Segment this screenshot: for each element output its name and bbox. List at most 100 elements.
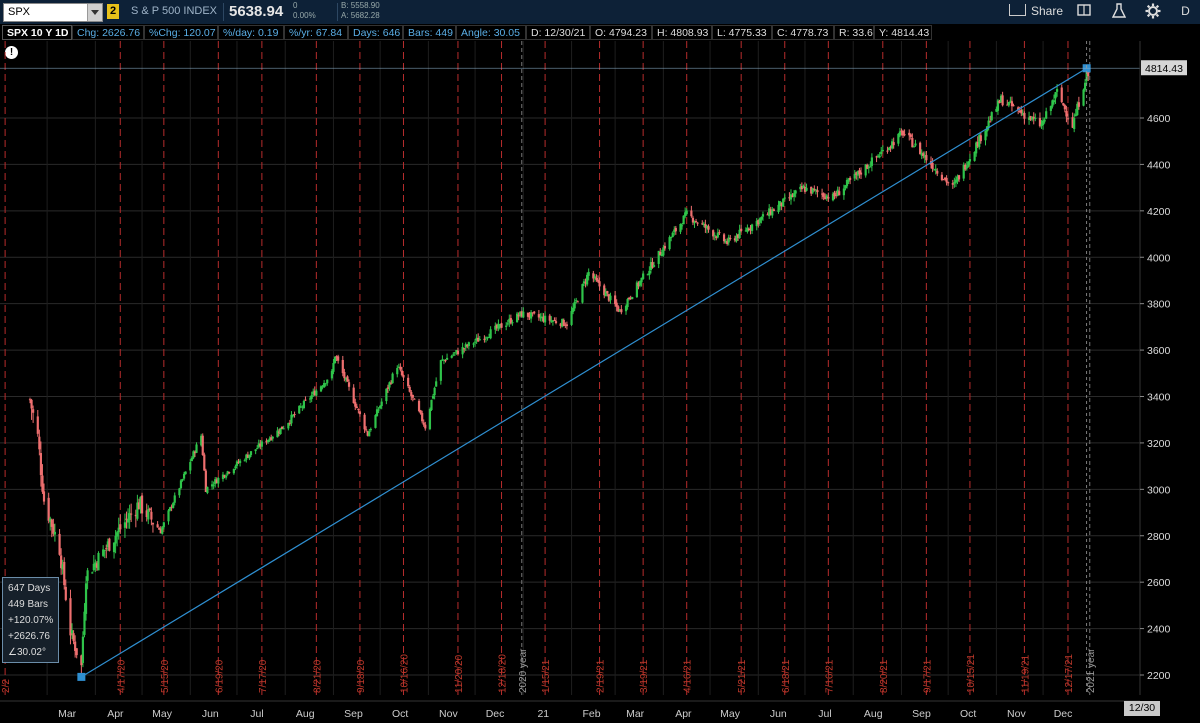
candle-body [803, 187, 807, 192]
candle-body [365, 429, 368, 431]
candle-body [204, 470, 207, 493]
candle-body [1083, 82, 1087, 90]
candle-body [91, 572, 94, 574]
candle-body [162, 522, 165, 528]
candle-body [649, 262, 653, 271]
candle-body [1060, 87, 1063, 103]
candle-body [631, 297, 634, 300]
chart-name[interactable]: SPX 10 Y 1D [2, 25, 72, 40]
candle-body [105, 548, 108, 550]
candle-body [702, 223, 705, 226]
candle-body [849, 177, 852, 180]
candle-body [576, 301, 579, 303]
candle-body [722, 234, 726, 242]
price-chart[interactable]: 2/2 4/17/20 5/15/20 6/19/20 7/17/20 8/21/20 9/… [0, 41, 1200, 723]
candle-body [1049, 106, 1052, 111]
candle-body [158, 528, 161, 530]
candle-body [214, 479, 217, 485]
candle-body [102, 549, 105, 556]
event-lines: 2/2 4/17/20 5/15/20 6/19/20 7/17/20 8/21/20 9/… [1, 41, 1097, 695]
candle-body [442, 359, 446, 361]
candle-body [727, 237, 730, 243]
info-percent-per-day: %/day: 0.19 [218, 25, 284, 40]
notebook-icon[interactable] [1076, 3, 1093, 20]
candle-body [224, 475, 228, 478]
candle-body [1006, 104, 1009, 106]
candle-body [47, 497, 50, 521]
candle-body [996, 100, 1000, 111]
x-tick-label: May [720, 708, 741, 720]
candle-body [178, 488, 181, 496]
candle-body [561, 318, 564, 327]
gear-icon[interactable] [1144, 3, 1161, 20]
chevron-down-icon[interactable] [87, 4, 102, 21]
link-group-badge[interactable]: 2 [107, 4, 119, 19]
candle-body [337, 356, 340, 361]
candle-body [646, 274, 649, 276]
candle-body [680, 225, 684, 227]
candle-body [760, 217, 763, 220]
candle-body [75, 648, 78, 656]
candle-body [886, 150, 889, 152]
candle-body [268, 438, 271, 442]
candle-body [674, 227, 677, 232]
candle-body [128, 513, 131, 521]
candle-body [858, 170, 861, 175]
candle-body [505, 325, 508, 327]
candle-body [123, 522, 127, 528]
event-label: 7/16/21 [824, 659, 835, 693]
x-tick-label: Apr [675, 708, 692, 720]
candle-body [769, 209, 772, 215]
symbol-input[interactable]: SPX [3, 3, 103, 22]
candle-body [375, 409, 379, 417]
candle-body [716, 232, 719, 238]
candle-body [487, 336, 491, 338]
candle-body [1021, 113, 1024, 115]
x-tick-label: Mar [626, 708, 645, 720]
candle-body [609, 295, 612, 301]
candle-body [151, 523, 155, 525]
candle-body [660, 254, 663, 257]
candle-body [1066, 118, 1070, 120]
x-tick-label: Dec [486, 708, 505, 720]
candle-body [301, 406, 304, 408]
candle-body [659, 252, 662, 256]
candle-body [562, 319, 565, 326]
candle-body [249, 451, 253, 456]
candle-body [663, 245, 667, 249]
candle-body [554, 321, 558, 324]
candle-body [1085, 70, 1088, 81]
candle-body [455, 350, 458, 353]
candle-body [746, 227, 749, 232]
alert-icon[interactable]: ! [5, 46, 18, 59]
candle-body [95, 563, 99, 568]
x-tick-label: Mar [58, 708, 77, 720]
change-block: 0 0.00% [293, 1, 316, 21]
candle-body [60, 555, 63, 569]
d-label[interactable]: D [1181, 4, 1190, 18]
candle-body [380, 401, 383, 407]
flask-icon[interactable] [1110, 3, 1127, 20]
candle-body [399, 366, 402, 370]
candle-body [1029, 116, 1032, 120]
x-tick-label: Sep [912, 708, 931, 720]
info-percent-per-year: %/yr: 67.84 [284, 25, 348, 40]
candle-body [94, 562, 97, 567]
candle-body [259, 443, 262, 447]
info-angle: Angle: 30.05 [456, 25, 526, 40]
trendline-group [0, 41, 1140, 695]
y-tick-label: 2600 [1147, 577, 1171, 589]
share-label: Share [1031, 4, 1064, 18]
candle-body [696, 222, 699, 224]
candle-body [106, 541, 109, 548]
candle-body [637, 282, 640, 287]
candle-body [389, 382, 393, 384]
divider [223, 3, 224, 21]
x-tick-label: Jun [770, 708, 787, 720]
candle-body [718, 232, 721, 234]
candle-body [1052, 100, 1056, 103]
share-button[interactable]: Share [1009, 3, 1063, 18]
candle-body [987, 120, 990, 129]
candle-body [528, 315, 531, 318]
candle-body [724, 240, 727, 243]
